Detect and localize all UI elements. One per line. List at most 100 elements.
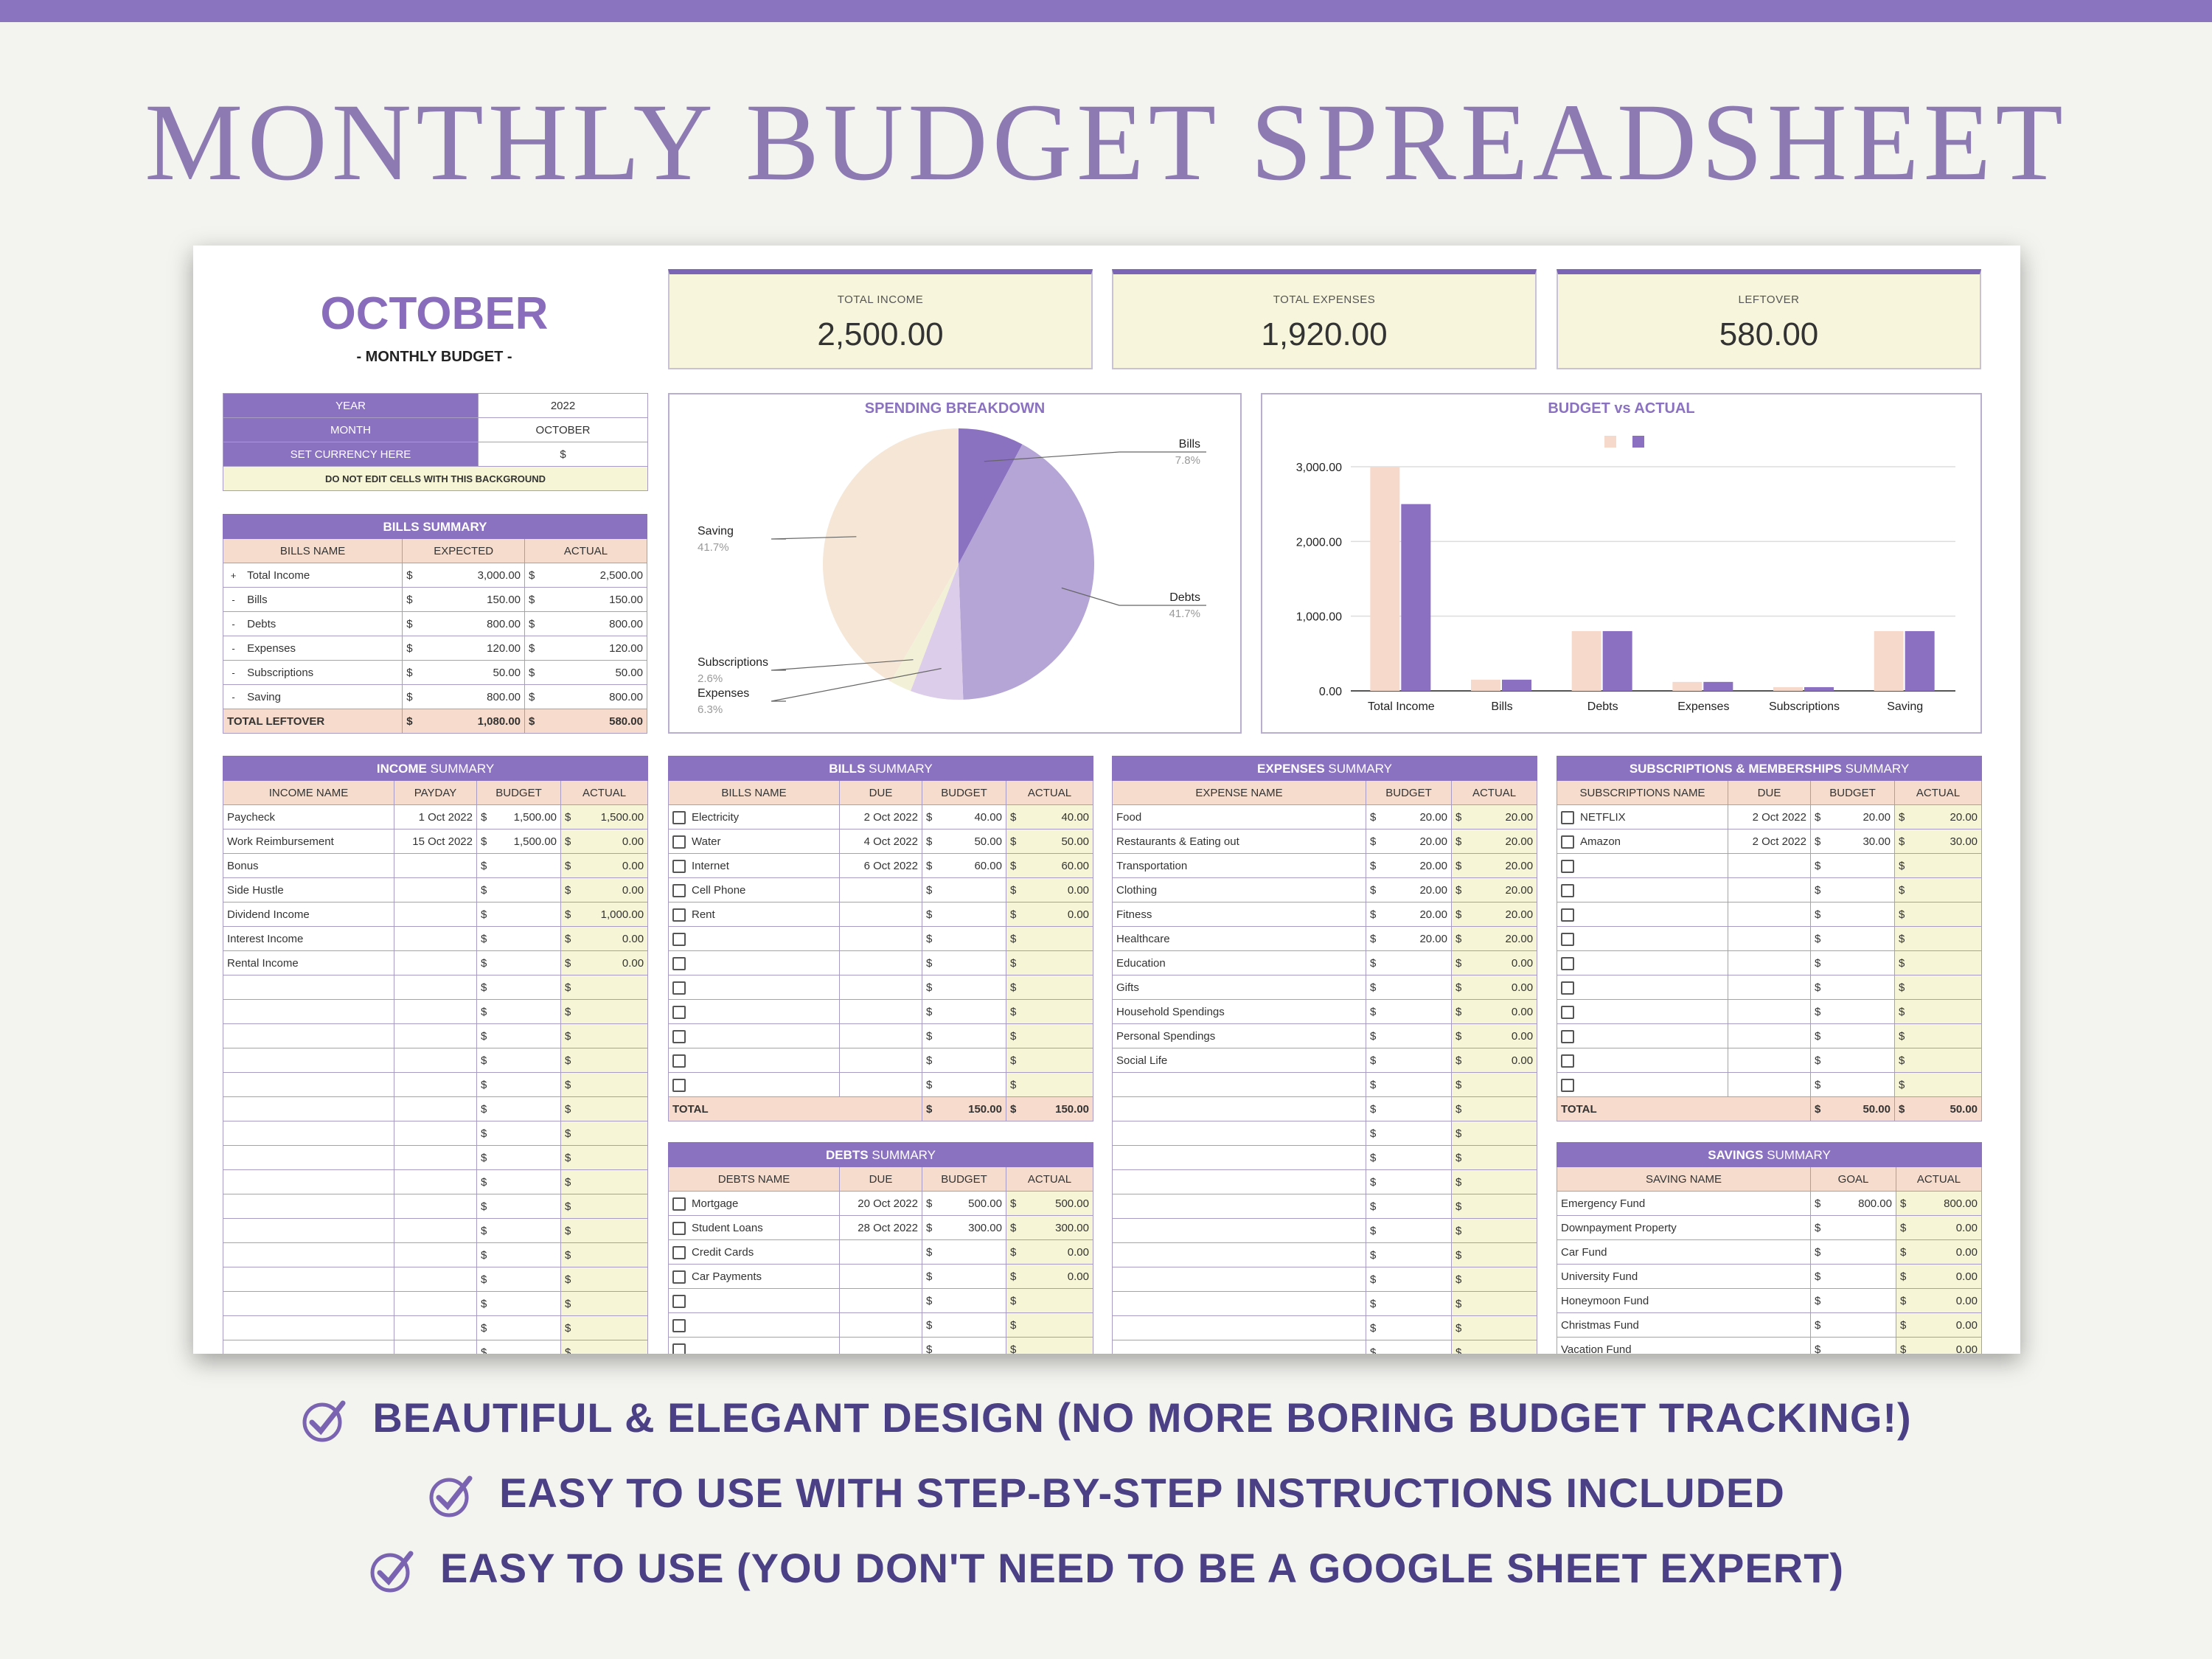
budget-cell[interactable]: 800.00: [549, 611, 647, 636]
date-cell[interactable]: [394, 1242, 477, 1267]
checkbox[interactable]: [672, 1054, 686, 1068]
date-cell[interactable]: [1728, 853, 1811, 878]
date-cell[interactable]: 28 Oct 2022: [839, 1215, 922, 1240]
name-cell[interactable]: [668, 950, 840, 975]
name-cell[interactable]: Water: [668, 829, 840, 854]
budget-cell[interactable]: [493, 975, 561, 1000]
name-cell[interactable]: [223, 1340, 394, 1354]
name-cell[interactable]: [223, 975, 394, 1000]
name-cell[interactable]: Mortgage: [668, 1191, 840, 1216]
budget-cell[interactable]: 40.00: [938, 804, 1006, 830]
budget-cell[interactable]: [493, 877, 561, 902]
budget-cell[interactable]: [1382, 1194, 1452, 1219]
name-cell[interactable]: Interest Income: [223, 926, 394, 951]
date-cell[interactable]: [839, 1312, 922, 1338]
budget-cell[interactable]: [1382, 1048, 1452, 1073]
budget-cell[interactable]: [493, 1291, 561, 1316]
name-cell[interactable]: Rental Income: [223, 950, 394, 975]
budget-cell[interactable]: [1382, 1145, 1452, 1170]
date-cell[interactable]: [394, 950, 477, 975]
checkbox[interactable]: [1561, 956, 1574, 970]
budget-cell[interactable]: 1,500.00: [493, 829, 561, 854]
name-cell[interactable]: [1557, 1048, 1728, 1073]
checkbox[interactable]: [672, 1245, 686, 1259]
budget-cell[interactable]: 50.00: [938, 829, 1006, 854]
checkbox[interactable]: [672, 1270, 686, 1284]
budget-cell[interactable]: 120.00: [428, 636, 526, 661]
budget-cell[interactable]: [493, 950, 561, 975]
budget-cell[interactable]: [1826, 1072, 1895, 1097]
date-cell[interactable]: [839, 1288, 922, 1313]
name-cell[interactable]: [1557, 950, 1728, 975]
budget-cell[interactable]: 500.00: [938, 1191, 1006, 1216]
budget-cell[interactable]: [1382, 1267, 1452, 1292]
budget-cell[interactable]: [1382, 1340, 1452, 1354]
checkbox[interactable]: [1561, 981, 1574, 995]
date-cell[interactable]: [1728, 999, 1811, 1024]
date-cell[interactable]: [839, 950, 922, 975]
budget-cell[interactable]: [938, 902, 1006, 927]
date-cell[interactable]: [394, 926, 477, 951]
goal-cell[interactable]: [1826, 1239, 1896, 1265]
settings-value[interactable]: OCTOBER: [478, 417, 648, 442]
budget-cell[interactable]: 20.00: [1382, 902, 1452, 927]
budget-cell[interactable]: [1382, 1121, 1452, 1146]
name-cell[interactable]: Bonus: [223, 853, 394, 878]
budget-cell[interactable]: [938, 1264, 1006, 1289]
date-cell[interactable]: [394, 902, 477, 927]
budget-cell[interactable]: [493, 999, 561, 1024]
budget-cell[interactable]: 150.00: [428, 587, 526, 612]
name-cell[interactable]: [668, 999, 840, 1024]
name-cell[interactable]: [223, 1121, 394, 1146]
name-cell[interactable]: Vacation Fund: [1557, 1337, 1811, 1354]
date-cell[interactable]: [394, 1023, 477, 1048]
budget-cell[interactable]: [493, 1315, 561, 1340]
checkbox[interactable]: [1561, 1005, 1574, 1019]
name-cell[interactable]: [223, 1096, 394, 1121]
checkbox[interactable]: [672, 1221, 686, 1235]
budget-cell[interactable]: 50.00: [549, 660, 647, 685]
budget-cell[interactable]: 150.00: [549, 587, 647, 612]
name-cell[interactable]: [668, 1023, 840, 1048]
checkbox[interactable]: [1561, 1078, 1574, 1092]
name-cell[interactable]: [223, 999, 394, 1024]
name-cell[interactable]: Downpayment Property: [1557, 1215, 1811, 1240]
checkbox[interactable]: [672, 908, 686, 922]
budget-cell[interactable]: [938, 1048, 1006, 1073]
date-cell[interactable]: [394, 1169, 477, 1194]
date-cell[interactable]: [839, 877, 922, 902]
date-cell[interactable]: [394, 1291, 477, 1316]
date-cell[interactable]: [394, 975, 477, 1000]
goal-cell[interactable]: [1826, 1264, 1896, 1289]
checkbox[interactable]: [1561, 1054, 1574, 1068]
budget-cell[interactable]: [493, 1218, 561, 1243]
name-cell[interactable]: [1112, 1072, 1366, 1097]
name-cell[interactable]: [223, 1048, 394, 1073]
budget-cell[interactable]: [938, 877, 1006, 902]
date-cell[interactable]: 20 Oct 2022: [839, 1191, 922, 1216]
budget-cell[interactable]: [493, 1145, 561, 1170]
name-cell[interactable]: Credit Cards: [668, 1239, 840, 1265]
name-cell[interactable]: [1557, 975, 1728, 1000]
budget-cell[interactable]: [493, 1048, 561, 1073]
checkbox[interactable]: [1561, 883, 1574, 897]
date-cell[interactable]: [839, 902, 922, 927]
checkbox[interactable]: [672, 1318, 686, 1332]
budget-cell[interactable]: [1382, 1169, 1452, 1194]
budget-cell[interactable]: 20.00: [1382, 804, 1452, 830]
name-cell[interactable]: [668, 975, 840, 1000]
budget-cell[interactable]: [938, 1312, 1006, 1338]
checkbox[interactable]: [672, 859, 686, 873]
budget-cell[interactable]: [1826, 853, 1895, 878]
budget-cell[interactable]: [1826, 999, 1895, 1024]
budget-cell[interactable]: [1382, 1291, 1452, 1316]
budget-cell[interactable]: 60.00: [938, 853, 1006, 878]
date-cell[interactable]: [394, 1267, 477, 1292]
budget-cell[interactable]: [938, 1239, 1006, 1265]
date-cell[interactable]: [1728, 1048, 1811, 1073]
budget-cell[interactable]: [938, 1288, 1006, 1313]
date-cell[interactable]: 2 Oct 2022: [1728, 829, 1811, 854]
name-cell[interactable]: [1112, 1340, 1366, 1354]
name-cell[interactable]: Paycheck: [223, 804, 394, 830]
date-cell[interactable]: [1728, 902, 1811, 927]
